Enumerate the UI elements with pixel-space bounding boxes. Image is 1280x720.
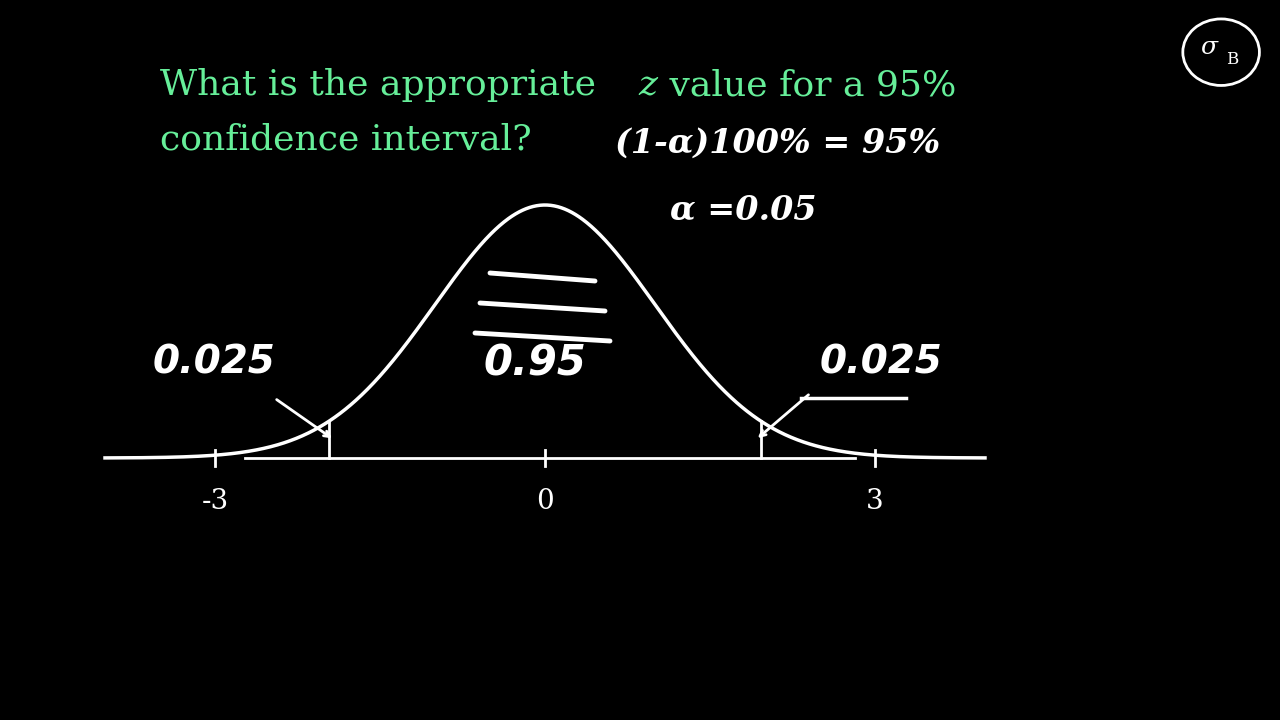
Text: α =0.05: α =0.05 <box>669 194 817 227</box>
Text: 3: 3 <box>867 488 883 515</box>
Text: confidence interval?: confidence interval? <box>160 123 531 157</box>
Text: z: z <box>637 68 657 102</box>
Text: (1-α)100% = 95%: (1-α)100% = 95% <box>614 127 941 160</box>
Text: σ: σ <box>1201 36 1217 59</box>
Text: B: B <box>1226 51 1239 68</box>
Text: value for a 95%: value for a 95% <box>658 68 956 102</box>
Text: What is the appropriate: What is the appropriate <box>160 68 608 102</box>
Text: 0: 0 <box>536 488 554 515</box>
Text: 0.025: 0.025 <box>154 344 275 382</box>
Text: 0.95: 0.95 <box>484 342 586 384</box>
Text: 0.025: 0.025 <box>819 344 942 382</box>
Text: -3: -3 <box>201 488 229 515</box>
